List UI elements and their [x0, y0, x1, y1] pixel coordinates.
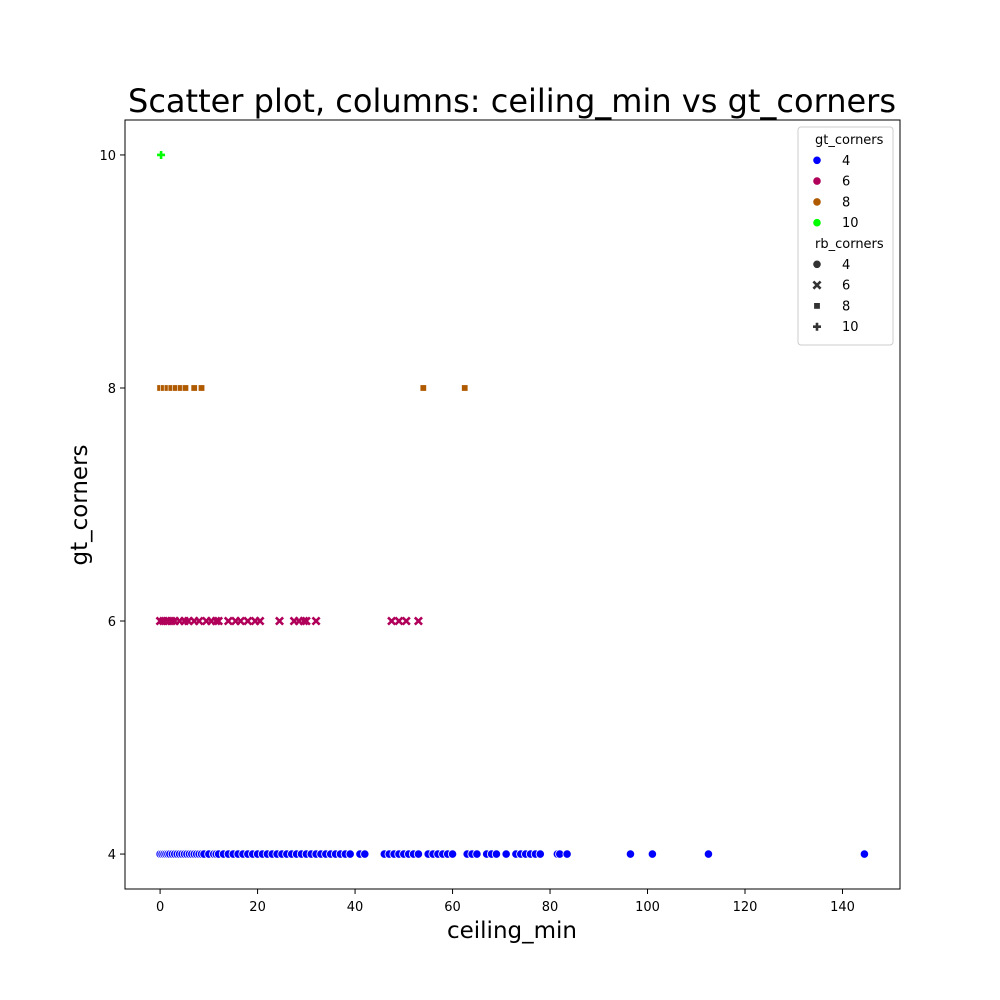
- x-axis-label: ceiling_min: [447, 918, 577, 944]
- legend: gt_corners 4 6 8 10 rb_corners 4 6 8 10: [797, 126, 894, 346]
- y-tick-label: 4: [108, 848, 116, 863]
- y-tick-label: 6: [108, 615, 116, 630]
- data-point: [413, 616, 423, 626]
- chart-title: Scatter plot, columns: ceiling_min vs gt…: [128, 82, 896, 120]
- data-point: [625, 849, 636, 859]
- x-tick-label: 0: [156, 900, 164, 915]
- legend-marker: [812, 259, 822, 269]
- x-tick-label: 100: [635, 900, 660, 915]
- data-point: [235, 616, 246, 626]
- x-axis-ticks: 0 20 40 60 80 100 120 140: [156, 889, 855, 915]
- data-point: [299, 616, 309, 626]
- y-tick-label: 10: [99, 149, 116, 164]
- data-point: [194, 616, 204, 626]
- legend-title-gt-corners: gt_corners: [815, 133, 884, 148]
- data-point: [419, 384, 427, 392]
- data-point: [394, 616, 404, 626]
- legend-label: 8: [842, 299, 850, 314]
- data-point: [255, 616, 265, 626]
- series-8: [156, 384, 469, 392]
- legend-label: 4: [842, 258, 850, 273]
- series-10: [157, 150, 166, 159]
- data-point: [472, 849, 482, 859]
- series-4: [155, 849, 870, 859]
- data-point: [461, 384, 469, 392]
- data-point: [274, 616, 285, 626]
- series-6: [155, 616, 423, 626]
- data-point: [311, 616, 321, 626]
- data-point: [243, 616, 253, 626]
- x-tick-label: 140: [830, 900, 855, 915]
- data-point: [301, 616, 311, 626]
- data-point: [647, 849, 657, 859]
- legend-title-rb-corners: rb_corners: [815, 237, 884, 252]
- x-tick-label: 120: [733, 900, 758, 915]
- data-point: [562, 849, 572, 859]
- legend-marker: [813, 322, 821, 331]
- legend-label: 6: [842, 279, 850, 294]
- legend-label: 10: [842, 216, 859, 231]
- data-point: [223, 616, 233, 626]
- data-point: [413, 849, 424, 859]
- y-tick-label: 8: [108, 382, 116, 397]
- data-point: [198, 384, 206, 392]
- legend-label: 10: [842, 320, 859, 335]
- legend-marker: [812, 176, 822, 186]
- legend-label: 8: [842, 195, 850, 210]
- plot-marks: [155, 150, 870, 859]
- data-point: [211, 616, 221, 626]
- data-point: [501, 849, 511, 859]
- data-point: [360, 849, 370, 859]
- data-point: [859, 849, 870, 859]
- legend-marker: [813, 302, 821, 310]
- data-point: [401, 616, 411, 626]
- x-tick-label: 60: [444, 900, 461, 915]
- data-point: [214, 616, 224, 626]
- data-point: [447, 849, 458, 859]
- data-point: [157, 150, 166, 159]
- data-point: [190, 384, 198, 392]
- data-point: [181, 384, 189, 392]
- legend-label: 6: [842, 175, 850, 190]
- legend-label: 4: [842, 154, 850, 169]
- x-tick-label: 20: [249, 900, 266, 915]
- legend-box: [797, 126, 894, 346]
- data-point: [491, 849, 502, 859]
- data-point: [535, 849, 545, 859]
- legend-marker: [812, 280, 822, 290]
- legend-marker: [812, 218, 822, 228]
- data-point: [345, 849, 355, 859]
- x-tick-label: 80: [542, 900, 559, 915]
- x-tick-label: 40: [347, 900, 364, 915]
- data-point: [387, 616, 397, 626]
- legend-marker: [812, 155, 822, 165]
- plot-area-frame: [124, 119, 901, 890]
- data-point: [703, 849, 714, 859]
- legend-marker: [812, 197, 822, 207]
- y-axis-label: gt_corners: [67, 444, 93, 565]
- y-axis-ticks: 4 6 8 10: [99, 149, 125, 863]
